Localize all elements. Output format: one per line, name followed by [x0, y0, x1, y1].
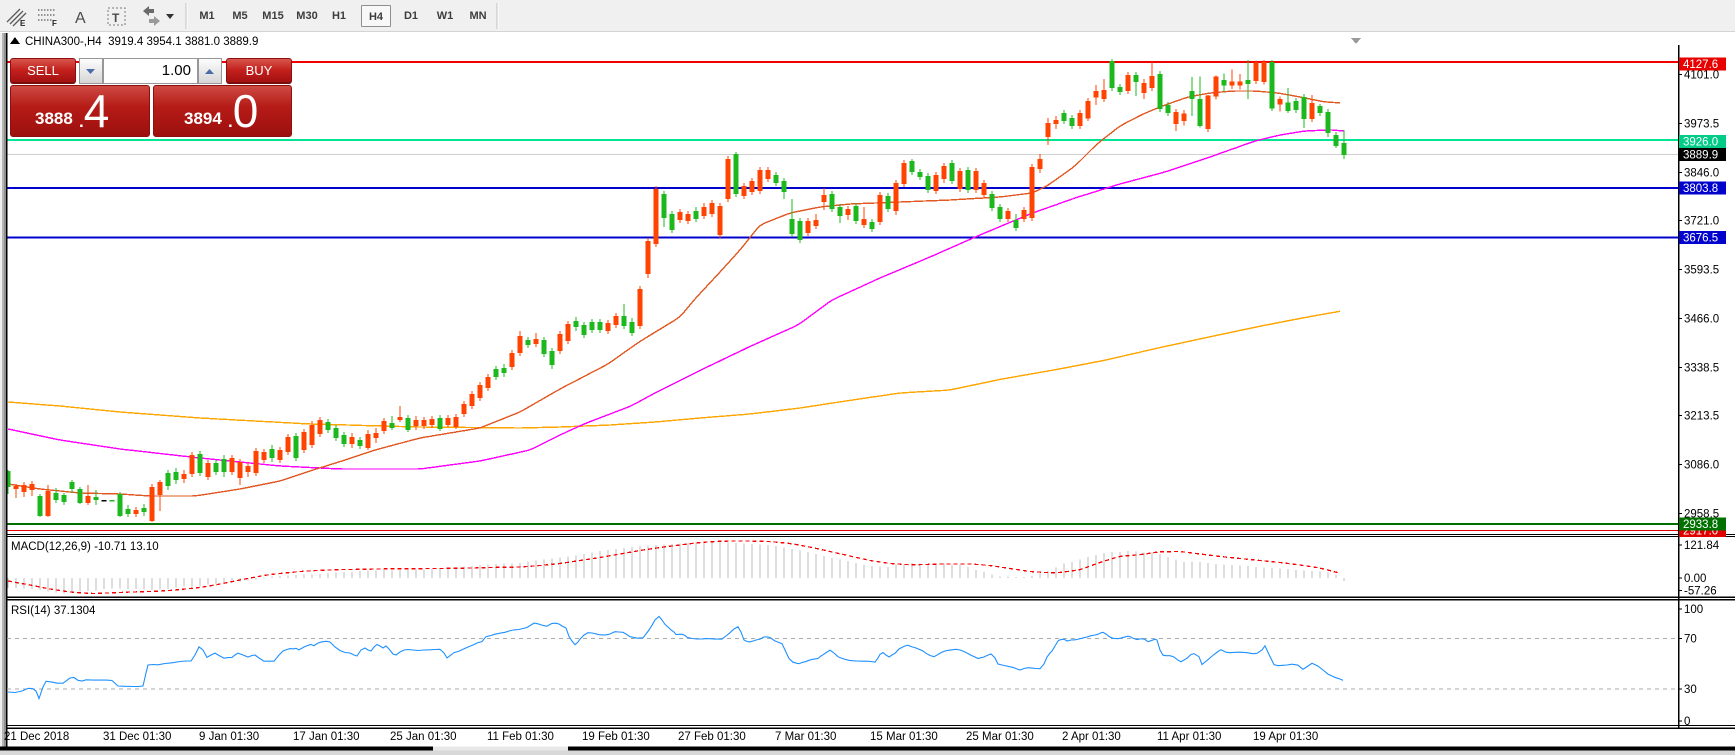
svg-text:RSI(14) 37.1304: RSI(14) 37.1304: [11, 605, 96, 617]
svg-text:2933.8: 2933.8: [1683, 519, 1718, 531]
svg-text:30: 30: [1684, 684, 1697, 696]
svg-text:19 Apr 01:30: 19 Apr 01:30: [1253, 731, 1318, 743]
svg-text:3676.5: 3676.5: [1683, 233, 1718, 245]
svg-text:21 Dec 2018: 21 Dec 2018: [4, 731, 69, 743]
svg-text:27 Feb 01:30: 27 Feb 01:30: [678, 731, 746, 743]
svg-text:3889.9: 3889.9: [1683, 150, 1718, 162]
svg-text:3803.8: 3803.8: [1683, 183, 1718, 195]
svg-text:25 Mar 01:30: 25 Mar 01:30: [966, 731, 1034, 743]
svg-text:4127.6: 4127.6: [1683, 59, 1718, 71]
svg-text:CHINA300-,H4 3919.4 3954.1 38: CHINA300-,H4 3919.4 3954.1 3881.0 3889.9: [25, 36, 258, 48]
svg-text:0: 0: [1684, 716, 1690, 728]
svg-text:100: 100: [1684, 604, 1703, 616]
svg-text:2 Apr 01:30: 2 Apr 01:30: [1062, 731, 1121, 743]
svg-text:T: T: [112, 11, 120, 25]
svg-text:31 Dec 01:30: 31 Dec 01:30: [103, 731, 171, 743]
svg-text:A: A: [75, 10, 86, 27]
svg-text:3338.5: 3338.5: [1684, 362, 1719, 374]
svg-text:3973.5: 3973.5: [1684, 118, 1719, 130]
svg-text:11 Feb 01:30: 11 Feb 01:30: [487, 731, 554, 743]
svg-text:3086.0: 3086.0: [1684, 460, 1719, 472]
svg-text:3466.0: 3466.0: [1684, 313, 1719, 325]
svg-text:-57.26: -57.26: [1684, 586, 1717, 598]
svg-text:E: E: [20, 19, 26, 28]
svg-text:MACD(12,26,9) -10.71 13.10: MACD(12,26,9) -10.71 13.10: [11, 541, 159, 553]
svg-text:11 Apr 01:30: 11 Apr 01:30: [1157, 731, 1221, 743]
svg-text:25 Jan 01:30: 25 Jan 01:30: [390, 731, 457, 743]
svg-text:70: 70: [1684, 634, 1697, 646]
svg-text:4101.0: 4101.0: [1684, 69, 1719, 81]
svg-text:3593.5: 3593.5: [1684, 264, 1719, 276]
svg-text:3213.5: 3213.5: [1684, 411, 1719, 423]
svg-text:15 Mar 01:30: 15 Mar 01:30: [870, 731, 938, 743]
svg-text:19 Feb 01:30: 19 Feb 01:30: [582, 731, 650, 743]
svg-text:F: F: [52, 19, 57, 28]
svg-text:121.84: 121.84: [1684, 540, 1720, 552]
svg-text:3721.0: 3721.0: [1684, 215, 1719, 227]
svg-text:7 Mar 01:30: 7 Mar 01:30: [775, 731, 836, 743]
svg-text:9 Jan 01:30: 9 Jan 01:30: [199, 731, 259, 743]
svg-text:17 Jan 01:30: 17 Jan 01:30: [293, 731, 360, 743]
svg-text:3846.0: 3846.0: [1684, 167, 1719, 179]
svg-text:3926.0: 3926.0: [1683, 137, 1718, 149]
svg-text:0.00: 0.00: [1684, 573, 1706, 585]
